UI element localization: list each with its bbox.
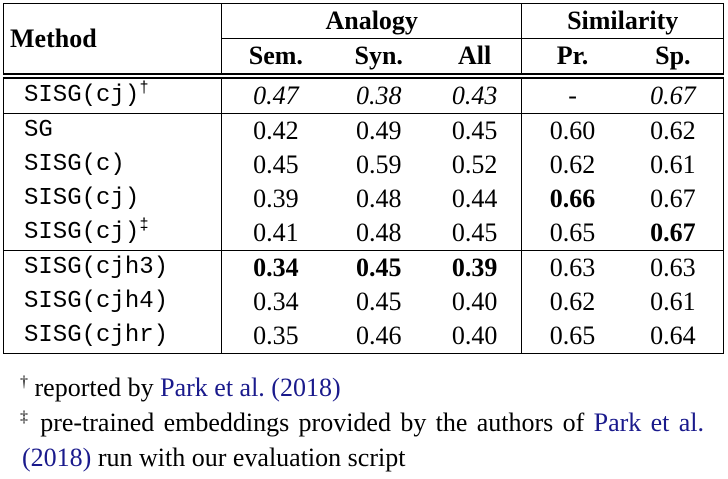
value-cell: 0.62 bbox=[521, 285, 623, 319]
footnote-mark: ‡ bbox=[20, 408, 31, 426]
table-body: SISG(cj)† 0.47 0.38 0.43-0.67 SG 0.42 0.49 0.45… bbox=[3, 73, 724, 354]
value-cell: 0.65 bbox=[521, 319, 623, 354]
method-cell: SISG(cjh4) bbox=[3, 285, 222, 319]
method-cell: SISG(cjh3) bbox=[3, 250, 222, 285]
table-header: Method Analogy Similarity Sem. Syn. All Pr.… bbox=[3, 3, 724, 76]
method-name: SISG(c) bbox=[24, 151, 125, 178]
value-cell: 0.46 bbox=[329, 319, 428, 354]
table-row: SISG(cj)‡ 0.41 0.48 0.45 0.65 0.67 bbox=[3, 216, 724, 251]
value-cell: 0.61 bbox=[622, 285, 724, 319]
header-row: Method Analogy Similarity bbox=[3, 3, 724, 76]
subheader-row: Sem. Syn. All Pr. Sp. bbox=[4, 38, 724, 76]
value-cell: 0.65 bbox=[521, 216, 623, 251]
value-cell: 0.40 bbox=[427, 319, 522, 354]
method-name: SISG(cj) bbox=[24, 219, 140, 246]
value-cell: 0.41 bbox=[220, 216, 330, 251]
value-cell: 0.43 bbox=[427, 73, 522, 114]
value-cell: 0.42 bbox=[220, 113, 330, 148]
value-cell: 0.45 bbox=[427, 113, 522, 148]
value-cell: 0.34 bbox=[220, 250, 330, 285]
value-cell: 0.39 bbox=[427, 250, 522, 285]
value-cell: 0.64 bbox=[622, 319, 724, 354]
citation-link[interactable]: Park et al. (2018) bbox=[160, 373, 341, 402]
footnote: † reported by Park et al. (2018) bbox=[20, 370, 704, 405]
value-cell: 0.40 bbox=[451, 287, 498, 316]
value-cell: 0.47 bbox=[220, 73, 330, 114]
method-name: SISG(cjh3) bbox=[24, 254, 169, 281]
method-name: SISG(cj) bbox=[24, 185, 140, 212]
method-cell: SISG(cj)† bbox=[3, 73, 222, 114]
value-cell: 0.39 bbox=[220, 182, 330, 216]
value-cell: 0.63 bbox=[622, 250, 724, 285]
column-header: All bbox=[457, 41, 492, 70]
method-name: SISG(cjh4) bbox=[24, 288, 169, 315]
value-cell: 0.45 bbox=[451, 218, 498, 247]
value-cell: 0.35 bbox=[220, 319, 330, 354]
column-header: Sem. bbox=[220, 38, 330, 76]
group-header: Analogy bbox=[220, 3, 522, 39]
method-header: Method bbox=[3, 3, 222, 76]
footnote-mark: † bbox=[139, 79, 149, 97]
column-header: Sp. bbox=[622, 38, 724, 76]
table-row: SISG(cj)† 0.47 0.38 0.43-0.67 bbox=[3, 73, 724, 114]
method-name: SISG(cjhr) bbox=[24, 322, 169, 349]
value-cell: 0.62 bbox=[622, 113, 724, 148]
method-cell: SISG(cj) bbox=[3, 182, 222, 216]
footnote-mark: ‡ bbox=[139, 216, 149, 234]
citation-link[interactable]: Park et al. (2018) bbox=[22, 408, 705, 472]
value-cell: 0.63 bbox=[521, 250, 623, 285]
footnote: ‡ pre-trained embeddings provided by the… bbox=[20, 405, 705, 475]
value-cell: 0.49 bbox=[329, 113, 428, 148]
table-row: SISG(cjh3) 0.34 0.45 0.39 0.63 0.63 bbox=[3, 250, 724, 285]
method-cell: SISG(cjhr) bbox=[3, 319, 222, 354]
column-header: Pr. bbox=[521, 38, 623, 76]
value-cell: 0.45 bbox=[220, 148, 330, 182]
value-cell: 0.44 bbox=[451, 184, 498, 213]
footnote-text: run with our evaluation script bbox=[97, 443, 406, 472]
value-cell: 0.45 bbox=[329, 250, 428, 285]
table-row: SISG(cjhr) 0.35 0.46 0.40 0.65 0.64 bbox=[3, 319, 724, 354]
table-row: SISG(c) 0.45 0.59 0.52 0.62 0.61 bbox=[3, 148, 724, 182]
value-cell: 0.59 bbox=[355, 150, 402, 179]
method-name: SG bbox=[24, 117, 53, 144]
method-cell: SG bbox=[3, 113, 222, 148]
footnote-text: reported by bbox=[34, 373, 161, 402]
group-header: Similarity bbox=[521, 3, 724, 39]
value-cell: 0.38 bbox=[329, 73, 428, 114]
table-row: SG 0.42 0.49 0.45 0.60 0.62 bbox=[3, 113, 724, 148]
table-row: SISG(cj) 0.39 0.48 0.44 0.66 0.67 bbox=[3, 182, 724, 216]
footnote-text: pre-trained embeddings provided by the a… bbox=[40, 408, 594, 437]
table-row: SISG(cjh4) 0.34 0.45 0.40 0.62 0.61 bbox=[3, 285, 724, 319]
value-cell: 0.62 bbox=[521, 148, 623, 182]
value-cell: 0.52 bbox=[451, 150, 498, 179]
value-cell: 0.45 bbox=[355, 287, 402, 316]
value-cell: 0.67 bbox=[622, 182, 724, 216]
results-table: Method Analogy Similarity Sem. Syn. All Pr.… bbox=[3, 3, 724, 354]
value-cell: 0.60 bbox=[521, 113, 623, 148]
footnotes: † reported by Park et al. (2018) ‡ pre-t… bbox=[20, 370, 705, 475]
value-cell: 0.48 bbox=[355, 218, 402, 247]
value-cell: 0.67 bbox=[622, 73, 724, 114]
value-cell: 0.61 bbox=[622, 148, 724, 182]
column-header: Syn. bbox=[354, 41, 403, 70]
footnote-mark: † bbox=[20, 373, 28, 391]
value-cell: 0.66 bbox=[521, 182, 623, 216]
value-cell: 0.67 bbox=[622, 216, 724, 251]
value-cell: 0.48 bbox=[355, 184, 402, 213]
value-cell: 0.34 bbox=[220, 285, 330, 319]
value-cell: - bbox=[521, 73, 623, 114]
method-cell: SISG(cj)‡ bbox=[3, 216, 222, 251]
method-cell: SISG(c) bbox=[3, 148, 222, 182]
method-name: SISG(cj) bbox=[24, 82, 140, 109]
